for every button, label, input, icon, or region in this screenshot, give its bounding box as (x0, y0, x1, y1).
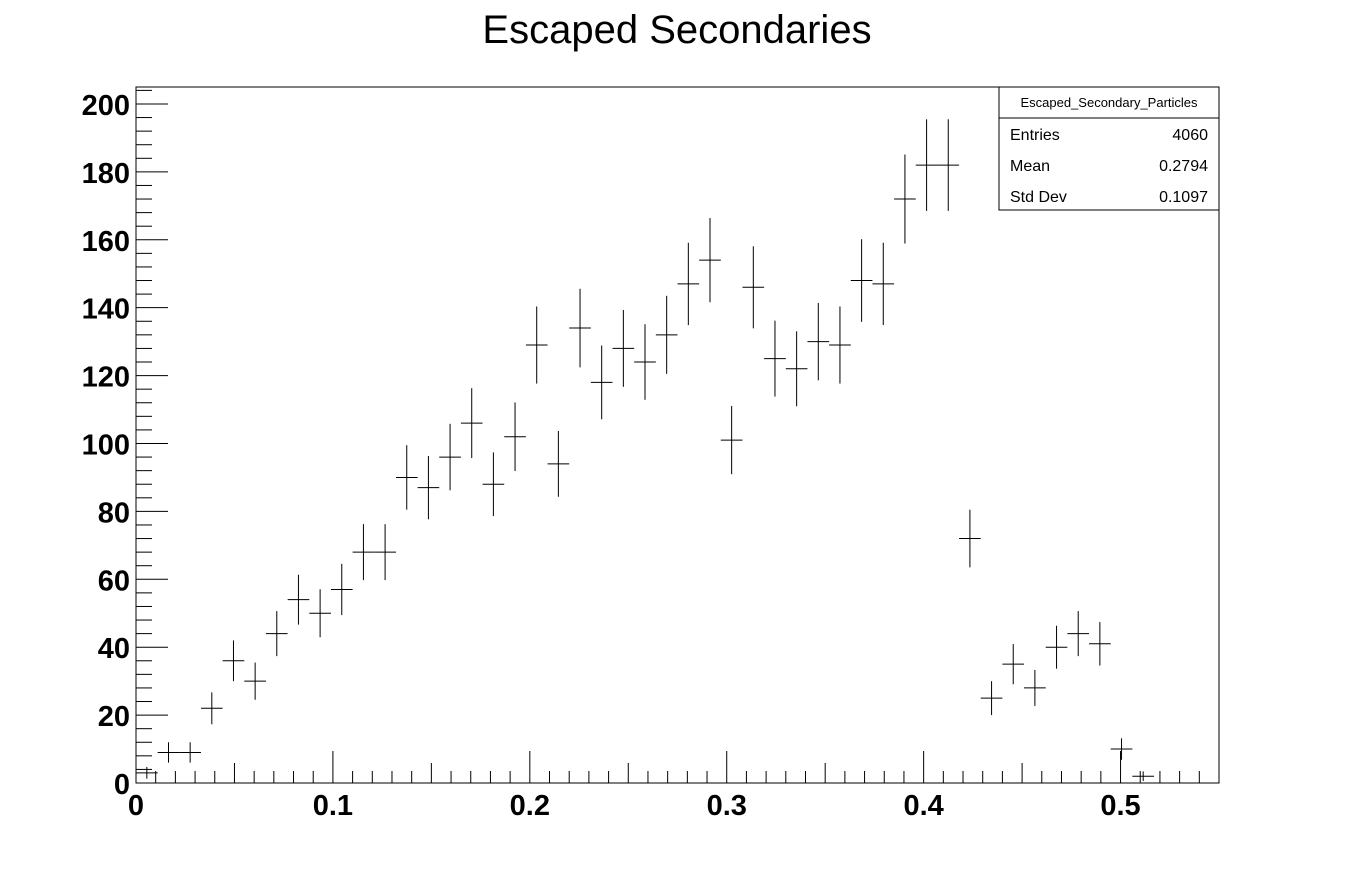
stats-entries-value: 4060 (1172, 127, 1208, 144)
data-point (1089, 622, 1111, 666)
chart-title: Escaped Secondaries (482, 8, 871, 52)
x-tick-label: 0.2 (510, 790, 550, 822)
y-tick-label: 120 (82, 362, 130, 394)
data-point (222, 640, 245, 682)
y-axis: 0 20 40 60 80 100 120 140 160 180 200 (82, 89, 168, 801)
y-tick-label: 40 (98, 633, 130, 665)
data-point (569, 288, 591, 368)
data-points (136, 119, 1155, 782)
data-point (439, 423, 461, 491)
y-tick-label: 100 (82, 429, 130, 461)
data-point (547, 430, 570, 497)
data-point (525, 306, 548, 384)
data-point (872, 242, 895, 326)
data-point (720, 405, 743, 475)
data-point (1067, 611, 1090, 657)
data-point (200, 692, 223, 725)
x-axis: 0 0.1 0.2 0.3 0.4 0.5 (128, 751, 1220, 822)
data-point (1110, 738, 1133, 760)
stats-entries-label: Entries (1010, 127, 1060, 144)
y-tick-label: 140 (82, 294, 130, 326)
data-point (179, 742, 201, 763)
stats-box-frame (998, 86, 1220, 211)
data-point (460, 388, 483, 459)
data-point (1132, 771, 1155, 782)
data-point (309, 589, 331, 638)
data-point (265, 611, 288, 657)
stats-box: Escaped_Secondary_Particles Entries 4060… (998, 86, 1220, 211)
x-tick-label: 0.3 (707, 790, 747, 822)
data-point (894, 154, 916, 244)
x-tick-label: 0.5 (1100, 790, 1140, 822)
data-point (1024, 669, 1046, 706)
data-point (742, 246, 765, 329)
plot-frame (135, 86, 1220, 784)
y-tick-label: 160 (82, 226, 130, 258)
data-point (417, 455, 440, 520)
stats-mean-label: Mean (1010, 158, 1050, 175)
data-point (612, 310, 635, 387)
data-point (937, 119, 960, 211)
data-point (330, 563, 353, 616)
data-point (590, 345, 613, 420)
data-point (634, 324, 656, 400)
stats-box-title: Escaped_Secondary_Particles (1020, 95, 1198, 110)
data-point (1002, 644, 1025, 685)
data-point (785, 331, 808, 407)
x-tick-label: 0.1 (313, 790, 353, 822)
y-tick-label: 180 (82, 158, 130, 190)
data-point (677, 242, 700, 326)
data-point (980, 681, 1003, 716)
data-point (1045, 625, 1068, 669)
x-tick-label: 0 (128, 790, 144, 822)
data-point (157, 742, 180, 763)
data-point (829, 306, 851, 384)
x-tick-label: 0.4 (903, 790, 943, 822)
data-point (136, 766, 158, 779)
data-point (699, 218, 721, 303)
data-point (915, 119, 938, 211)
data-point (764, 320, 786, 397)
y-tick-label: 0 (114, 769, 130, 801)
y-tick-label: 60 (98, 565, 130, 597)
data-point (374, 524, 396, 581)
data-point (244, 662, 266, 700)
stats-stddev-value: 0.1097 (1159, 189, 1208, 206)
data-point (352, 524, 375, 581)
data-point (395, 445, 418, 510)
data-point (959, 509, 981, 568)
data-point (482, 452, 505, 517)
data-point (807, 302, 830, 381)
y-tick-label: 200 (82, 90, 130, 122)
stats-mean-value: 0.2794 (1159, 158, 1208, 175)
data-point (504, 402, 526, 471)
y-tick-label: 80 (98, 497, 130, 529)
data-point (850, 239, 873, 322)
stats-stddev-label: Std Dev (1010, 189, 1067, 206)
data-point (287, 574, 310, 625)
y-tick-label: 20 (98, 701, 130, 733)
data-point (655, 295, 678, 374)
